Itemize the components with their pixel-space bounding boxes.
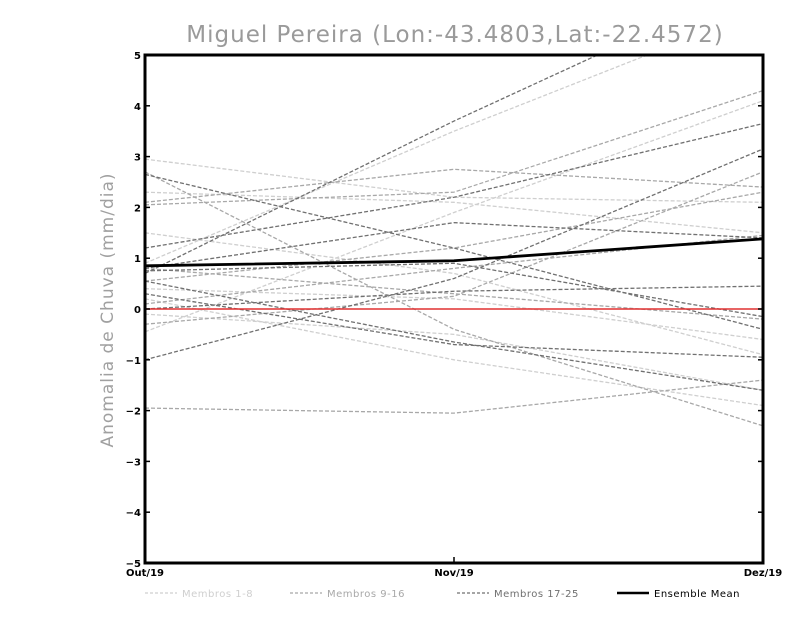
member-line-m1 bbox=[145, 158, 763, 203]
y-tick-label: −5 bbox=[126, 559, 141, 570]
member-line-m11 bbox=[145, 267, 763, 320]
member-line-m2 bbox=[145, 100, 763, 333]
y-tick-label: 1 bbox=[134, 254, 141, 265]
y-tick-label: 2 bbox=[134, 203, 141, 214]
y-tick-label: 3 bbox=[134, 153, 141, 164]
x-ticks: Out/19 Nov/19 Dez/19 bbox=[126, 557, 782, 579]
y-tick-label: 4 bbox=[134, 102, 141, 113]
member-line-m17 bbox=[145, 55, 600, 275]
legend-label: Ensemble Mean bbox=[654, 589, 740, 600]
member-line-m14 bbox=[145, 171, 763, 325]
member-line-m7 bbox=[145, 298, 763, 407]
member-line-m4 bbox=[145, 313, 763, 391]
member-line-m18 bbox=[145, 173, 763, 330]
x-tick-label: Out/19 bbox=[126, 568, 164, 579]
member-line-m23 bbox=[145, 280, 763, 391]
member-line-m10 bbox=[145, 379, 763, 414]
ensemble-mean-line bbox=[144, 237, 764, 268]
chart-title: Miguel Pereira (Lon:-43.4803,Lat:-22.457… bbox=[186, 22, 723, 48]
y-tick-label: −4 bbox=[126, 508, 141, 519]
y-ticks: −5 −4 −3 −2 −1 0 1 2 3 4 5 bbox=[126, 51, 763, 570]
y-tick-label: −1 bbox=[126, 356, 141, 367]
member-line-m24 bbox=[145, 293, 763, 358]
member-line-m12 bbox=[145, 89, 763, 206]
member-line-m25 bbox=[145, 262, 763, 318]
series-layer bbox=[145, 55, 763, 427]
member-line-m3 bbox=[145, 55, 649, 264]
ensemble-mean-layer bbox=[144, 237, 764, 268]
member-line-m9 bbox=[145, 168, 763, 203]
legend-label: Membros 1-8 bbox=[182, 589, 253, 600]
x-tick-label: Dez/19 bbox=[744, 568, 783, 579]
member-line-m20 bbox=[145, 122, 763, 249]
y-tick-label: 0 bbox=[134, 305, 141, 316]
member-line-m19 bbox=[145, 148, 763, 361]
member-line-m6 bbox=[145, 232, 763, 356]
member-line-m5 bbox=[145, 191, 763, 234]
y-tick-label: 5 bbox=[134, 51, 141, 62]
member-line-m21 bbox=[145, 221, 763, 270]
legend-label: Membros 17-25 bbox=[494, 589, 579, 600]
y-axis-label: Anomalia de Chuva (mm/dia) bbox=[98, 172, 118, 447]
member-line-m22 bbox=[145, 285, 763, 310]
legend-label: Membros 9-16 bbox=[327, 589, 405, 600]
y-tick-label: −2 bbox=[126, 407, 141, 418]
y-tick-label: −3 bbox=[126, 457, 141, 468]
legend: Membros 1-8 Membros 9-16 Membros 17-25 Ense… bbox=[145, 589, 740, 600]
x-tick-label: Nov/19 bbox=[434, 568, 473, 579]
member-line-m13 bbox=[145, 191, 763, 282]
member-line-m15 bbox=[145, 171, 763, 427]
